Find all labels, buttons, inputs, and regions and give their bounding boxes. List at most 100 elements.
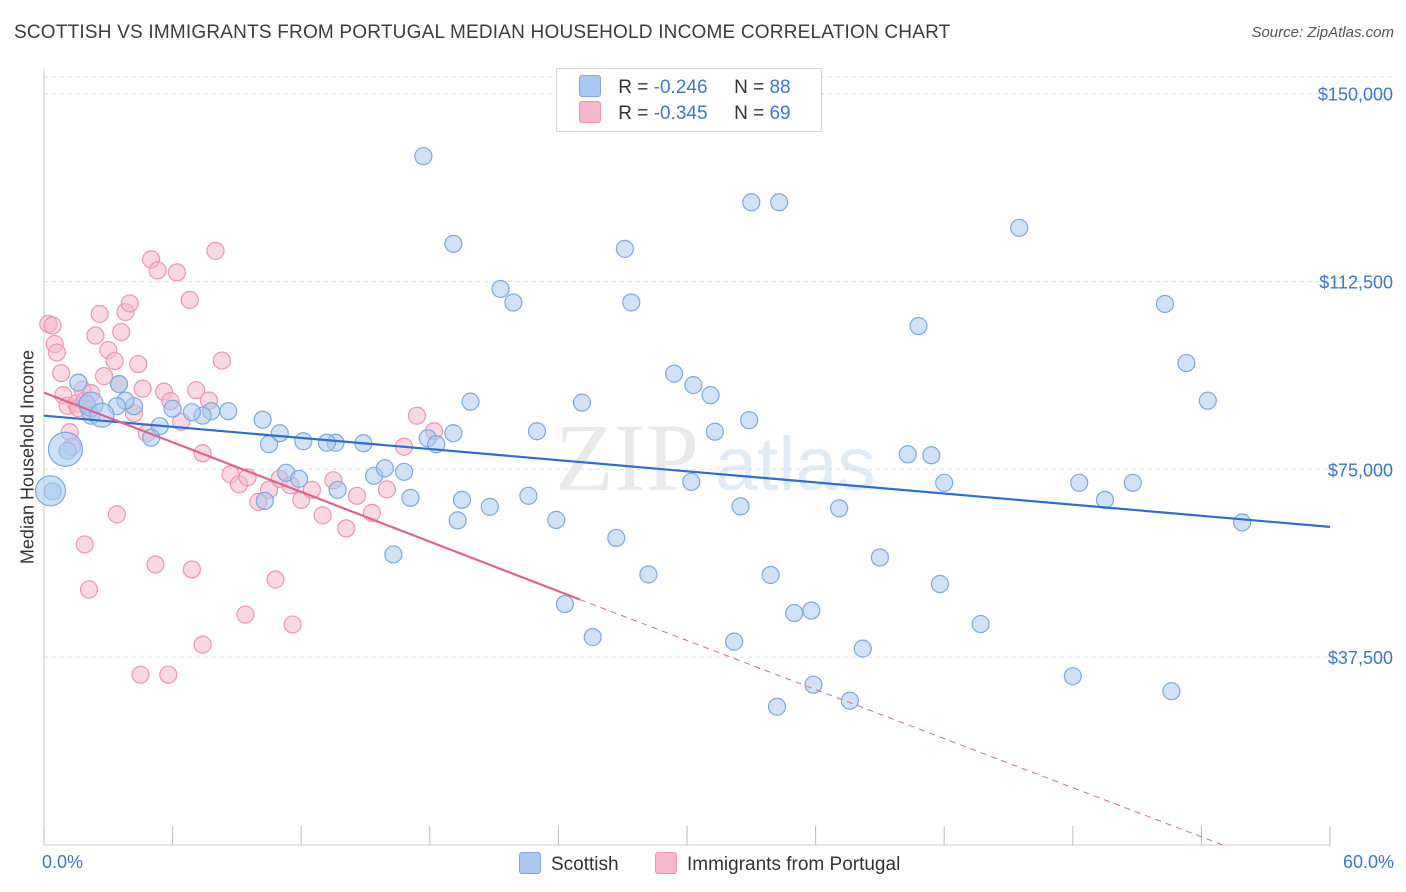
point-portugal xyxy=(283,615,302,634)
point-portugal xyxy=(75,535,94,554)
legend-row-portugal: R = -0.345 N = 69 xyxy=(579,101,791,127)
point-portugal xyxy=(79,580,99,599)
y-axis-label: Median Household Income xyxy=(17,349,38,565)
point-portugal xyxy=(377,480,397,499)
legend-label-portugal: Immigrants from Portugal xyxy=(687,854,901,875)
point-scottish xyxy=(639,565,658,584)
point-portugal xyxy=(52,364,71,383)
legend-n-value: 69 xyxy=(769,103,791,124)
y-tick-label: $37,500 xyxy=(1328,648,1393,668)
point-portugal xyxy=(146,555,165,574)
point-scottish xyxy=(898,445,917,464)
point-scottish xyxy=(480,497,499,516)
point-scottish xyxy=(547,510,566,529)
point-scottish xyxy=(1010,218,1029,237)
point-scottish xyxy=(1155,294,1175,314)
point-scottish xyxy=(219,402,238,421)
point-scottish xyxy=(253,410,272,429)
legend-swatch-pink xyxy=(655,852,677,874)
point-portugal xyxy=(107,505,126,524)
trend-line-portugal xyxy=(43,391,581,601)
legend-n-label: N = xyxy=(734,77,770,98)
point-portugal xyxy=(148,261,167,280)
trend-line-portugal-dashed xyxy=(579,599,1224,846)
point-scottish xyxy=(444,234,463,253)
point-scottish xyxy=(289,469,309,488)
point-scottish xyxy=(731,497,750,516)
point-scottish xyxy=(740,411,759,430)
point-scottish xyxy=(701,386,720,405)
point-scottish xyxy=(491,279,510,299)
point-portugal xyxy=(105,351,124,371)
point-portugal xyxy=(90,304,109,324)
point-scottish xyxy=(401,488,420,507)
point-scottish xyxy=(452,490,472,509)
point-scottish xyxy=(622,293,641,312)
point-scottish xyxy=(870,548,890,567)
legend-r-label: R = xyxy=(618,103,654,124)
point-scottish xyxy=(255,491,274,510)
point-scottish xyxy=(259,435,279,454)
legend-swatch-pink xyxy=(579,101,601,123)
point-portugal xyxy=(180,290,199,310)
point-scottish xyxy=(461,392,480,411)
point-scottish xyxy=(444,424,463,443)
legend-swatch-blue xyxy=(519,852,541,874)
point-scottish-large xyxy=(47,431,84,467)
point-scottish xyxy=(909,316,928,336)
point-scottish xyxy=(583,628,602,647)
point-scottish xyxy=(182,403,201,422)
legend-r-value: -0.345 xyxy=(653,103,708,124)
watermark-zip: ZIP xyxy=(555,404,699,511)
legend-r-value: -0.246 xyxy=(653,77,708,98)
point-scottish xyxy=(572,393,592,412)
point-scottish xyxy=(840,691,859,710)
point-scottish-large xyxy=(34,475,67,507)
point-portugal xyxy=(129,354,148,374)
point-scottish xyxy=(69,373,88,392)
points-layer xyxy=(34,147,1252,716)
point-scottish xyxy=(1063,667,1082,686)
point-scottish xyxy=(770,193,789,212)
point-portugal xyxy=(266,570,285,589)
point-scottish xyxy=(555,594,574,614)
watermark: ZIP atlas xyxy=(555,404,876,511)
point-scottish xyxy=(607,528,626,548)
trend-layer xyxy=(43,391,1331,846)
point-scottish xyxy=(761,565,780,585)
legend-swatch-blue xyxy=(579,75,601,97)
point-scottish xyxy=(971,614,990,634)
point-scottish xyxy=(804,675,823,694)
x-tick-label-min: 0.0% xyxy=(42,852,84,872)
point-scottish xyxy=(830,499,849,518)
point-portugal xyxy=(236,605,255,624)
point-portugal xyxy=(47,343,66,362)
point-portugal xyxy=(43,316,62,335)
point-scottish xyxy=(519,486,538,505)
point-portugal xyxy=(131,665,150,684)
axis-layer xyxy=(43,68,1331,846)
point-scottish xyxy=(853,639,872,658)
point-scottish xyxy=(1070,473,1089,492)
point-scottish xyxy=(294,432,313,451)
point-portugal xyxy=(187,381,206,400)
source-label: Source: ZipAtlas.com xyxy=(1251,24,1394,41)
point-scottish xyxy=(317,433,337,452)
point-scottish xyxy=(930,574,950,594)
legend-row-scottish: R = -0.246 N = 88 xyxy=(579,75,791,101)
point-portugal xyxy=(94,367,114,386)
point-scottish xyxy=(682,472,701,491)
bottom-legend-scottish[interactable]: Scottish xyxy=(519,852,619,876)
watermark-atlas: atlas xyxy=(715,422,876,507)
point-scottish xyxy=(725,632,744,651)
legend-n-value: 88 xyxy=(769,77,791,98)
point-scottish xyxy=(1162,682,1181,701)
point-portugal xyxy=(86,326,105,345)
point-scottish xyxy=(1123,473,1142,492)
point-scottish xyxy=(785,603,804,623)
point-scottish xyxy=(1177,353,1196,373)
point-scottish xyxy=(527,422,547,441)
point-portugal xyxy=(347,486,367,505)
bottom-legend-portugal[interactable]: Immigrants from Portugal xyxy=(655,852,900,876)
